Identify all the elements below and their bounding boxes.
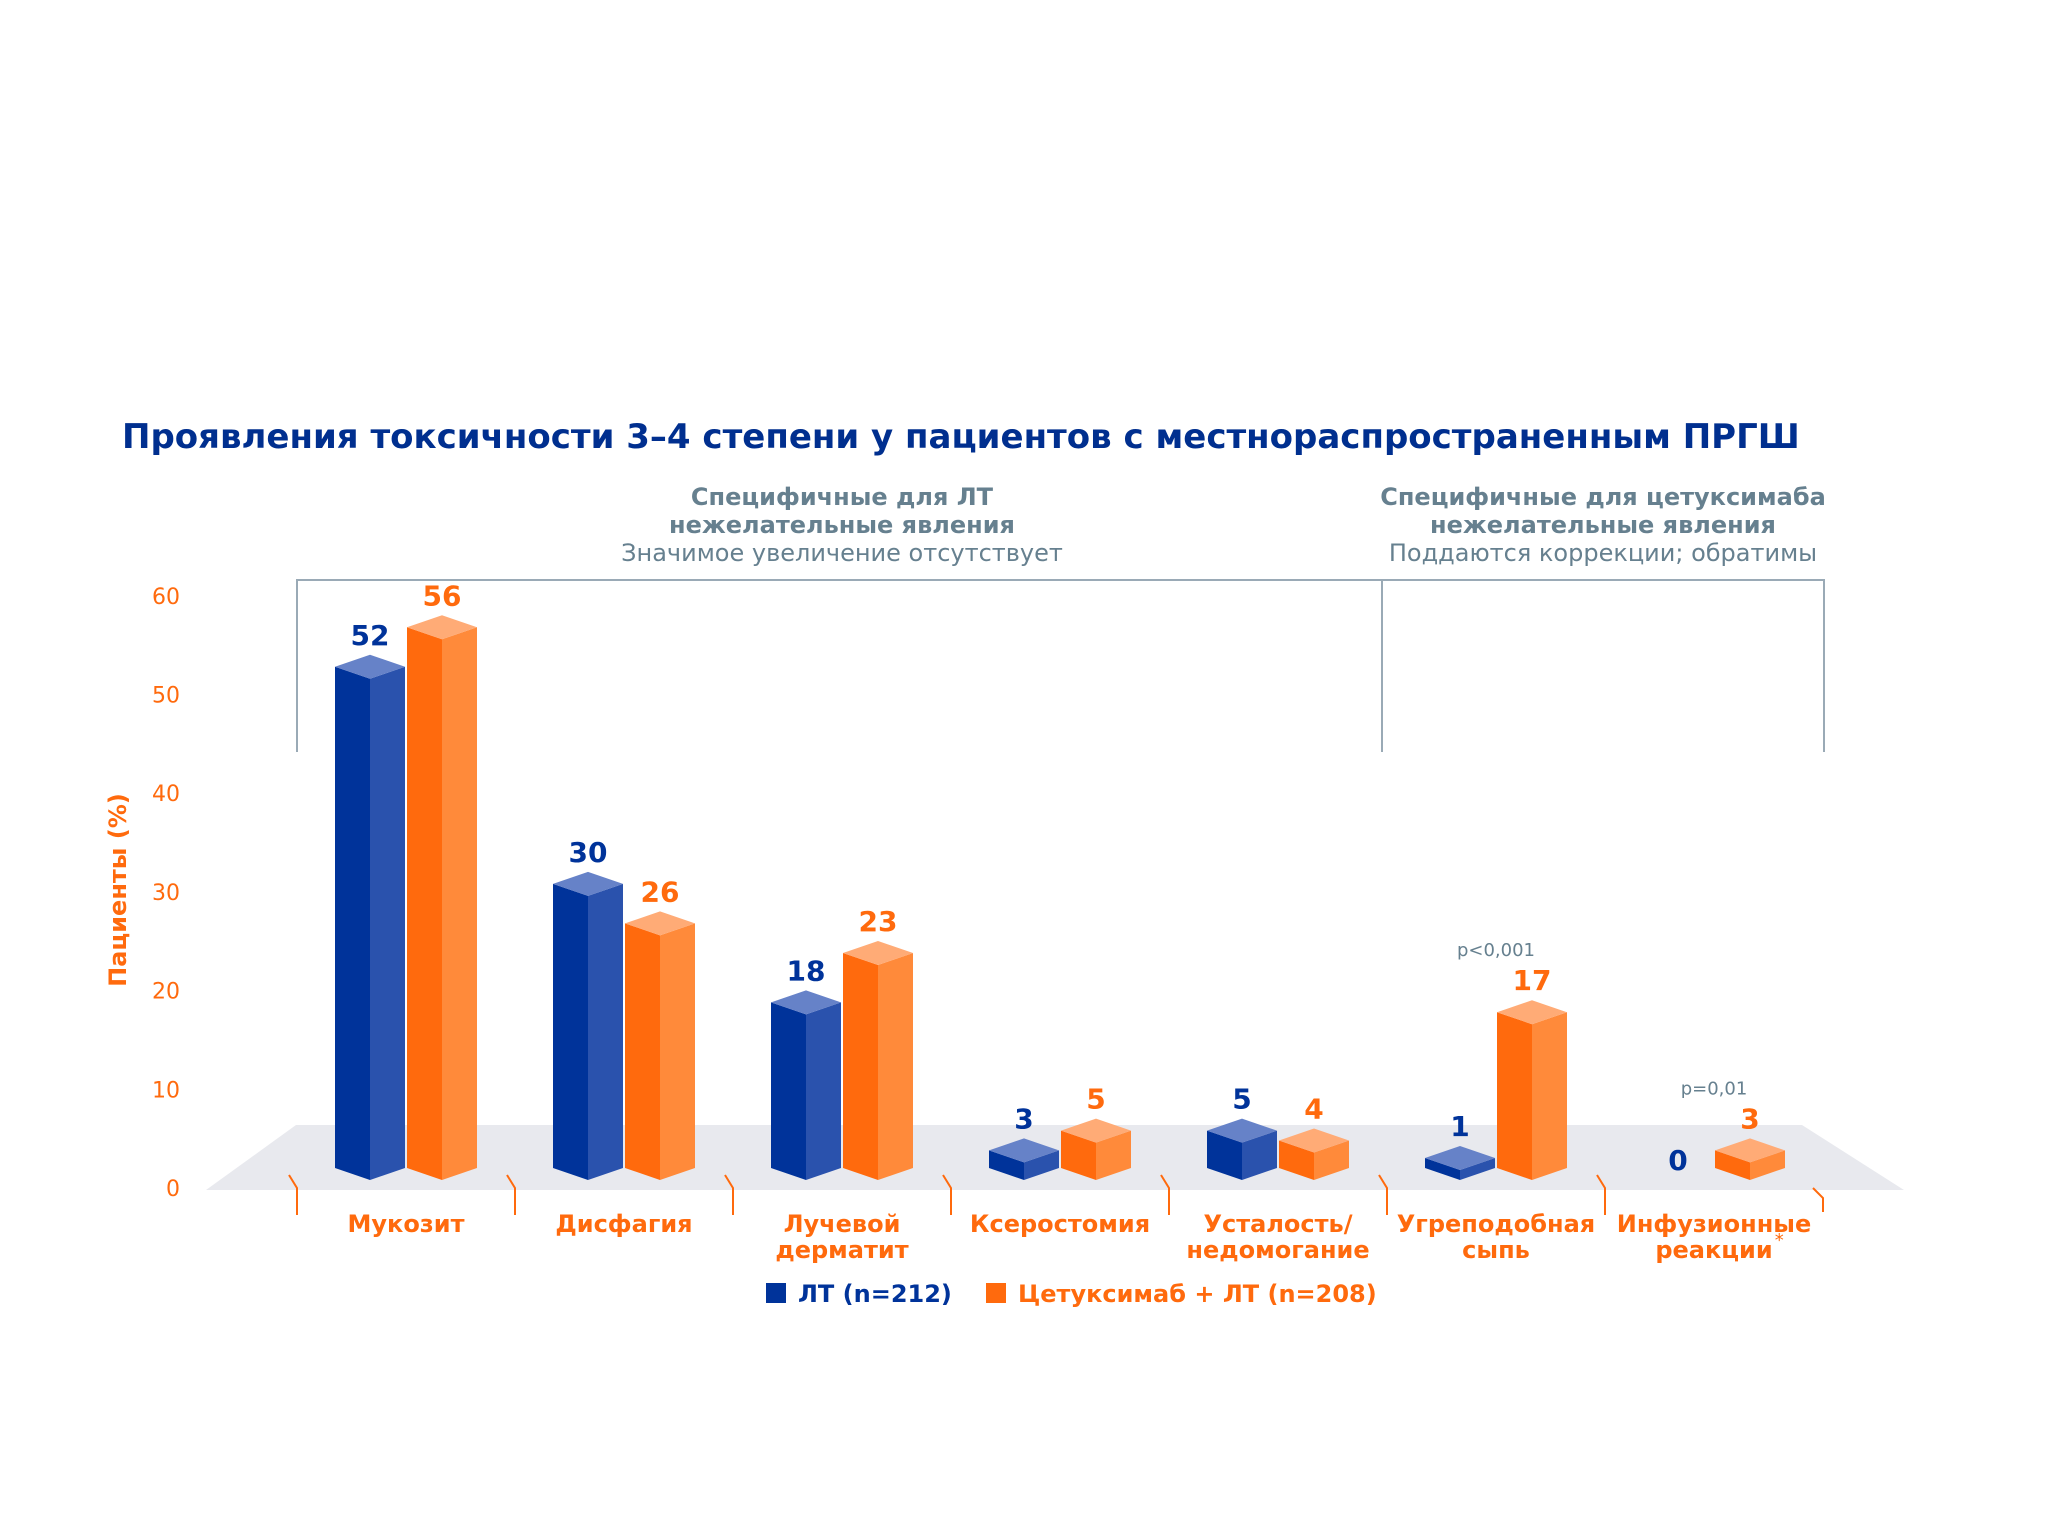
value-labels: 52 56 30 26 18 23 3 5 5 4 1 17 0 3 <box>351 579 1760 1177</box>
category-label-line2: сыпь <box>1462 1236 1530 1264</box>
category-separator <box>942 1174 952 1215</box>
bar <box>407 615 477 1180</box>
y-tick-label: 10 <box>152 1078 180 1103</box>
p-value-label: p=0,01 <box>1681 1078 1748 1099</box>
y-tick-label: 40 <box>152 782 180 807</box>
category-label: Ксеростомия <box>970 1210 1150 1238</box>
group-cetuximab-line1: Специфичные для цетуксимаба <box>1380 483 1826 511</box>
value-label: 56 <box>423 579 462 612</box>
category-label: Мукозит <box>348 1210 465 1238</box>
group-cetuximab-line3: Поддаются коррекции; обратимы <box>1389 539 1817 567</box>
category-separator <box>506 1174 516 1215</box>
category-separator <box>1596 1174 1606 1215</box>
category-label: Инфузионные <box>1617 1210 1812 1238</box>
value-label: 3 <box>1014 1102 1033 1135</box>
y-tick-label: 0 <box>166 1177 180 1202</box>
legend-swatch-cetuximab <box>986 1283 1006 1303</box>
value-label: 26 <box>641 875 680 908</box>
bar <box>1497 1000 1567 1180</box>
group-lt-line3: Значимое увеличение отсутствует <box>621 539 1063 567</box>
category-label-line2: дерматит <box>775 1236 908 1264</box>
category-separator <box>724 1174 734 1215</box>
category-label: Лучевой <box>784 1210 901 1238</box>
group-cetuximab-line2: нежелательные явления <box>1430 511 1776 539</box>
value-label: 4 <box>1304 1093 1323 1126</box>
category-separator <box>288 1174 298 1215</box>
bar <box>771 990 841 1180</box>
y-axis-label: Пациенты (%) <box>104 793 132 987</box>
category-footnote-mark: * <box>1775 1230 1784 1251</box>
category-separator <box>1160 1174 1170 1215</box>
value-label: 52 <box>351 619 390 652</box>
value-label: 18 <box>787 954 826 987</box>
category-label-line2: недомогание <box>1186 1236 1369 1264</box>
category-label-line2: реакции <box>1655 1236 1772 1264</box>
group-bracket-cetuximab <box>1382 579 1825 752</box>
category-separators <box>288 1174 1824 1215</box>
p-value-annotations: p<0,001 p=0,01 <box>1457 940 1747 1099</box>
bar <box>625 911 695 1180</box>
legend-label-lt: ЛТ (n=212) <box>798 1280 952 1308</box>
bar <box>1279 1128 1349 1180</box>
value-label: 30 <box>569 836 608 869</box>
bar <box>989 1138 1059 1180</box>
y-tick-label: 50 <box>152 684 180 709</box>
y-axis-ticks: 0 10 20 30 40 50 60 <box>152 585 180 1202</box>
group-lt-line2: нежелательные явления <box>669 511 1015 539</box>
category-separator <box>1812 1187 1824 1212</box>
bar <box>335 654 405 1180</box>
value-label: 3 <box>1740 1102 1759 1135</box>
value-label: 1 <box>1450 1110 1469 1143</box>
legend-swatch-lt <box>766 1283 786 1303</box>
category-label: Усталость/ <box>1204 1210 1353 1238</box>
value-label: 5 <box>1086 1083 1105 1116</box>
category-label: Дисфагия <box>555 1210 692 1238</box>
bar <box>553 871 623 1180</box>
bar <box>1061 1118 1131 1180</box>
category-label: Угреподобная <box>1397 1210 1595 1238</box>
bar <box>843 940 913 1180</box>
legend-label-cetuximab: Цетуксимаб + ЛТ (n=208) <box>1018 1280 1377 1308</box>
y-tick-label: 60 <box>152 585 180 610</box>
y-tick-label: 30 <box>152 881 180 906</box>
y-tick-label: 20 <box>152 980 180 1005</box>
bar <box>1715 1138 1785 1180</box>
category-separator <box>1378 1174 1388 1215</box>
group-bracket-lt <box>296 579 1383 752</box>
value-label: 5 <box>1232 1083 1251 1116</box>
bars <box>335 615 1785 1180</box>
value-label: 23 <box>859 905 898 938</box>
value-label: 17 <box>1513 964 1552 997</box>
bar <box>1207 1118 1277 1180</box>
group-lt-line1: Специфичные для ЛТ <box>691 483 994 511</box>
bar <box>1425 1146 1495 1180</box>
p-value-label: p<0,001 <box>1457 940 1535 961</box>
value-label: 0 <box>1668 1144 1687 1177</box>
legend: ЛТ (n=212) Цетуксимаб + ЛТ (n=208) <box>766 1280 1377 1308</box>
chart-title: Проявления токсичности 3–4 степени у пац… <box>122 417 1800 457</box>
